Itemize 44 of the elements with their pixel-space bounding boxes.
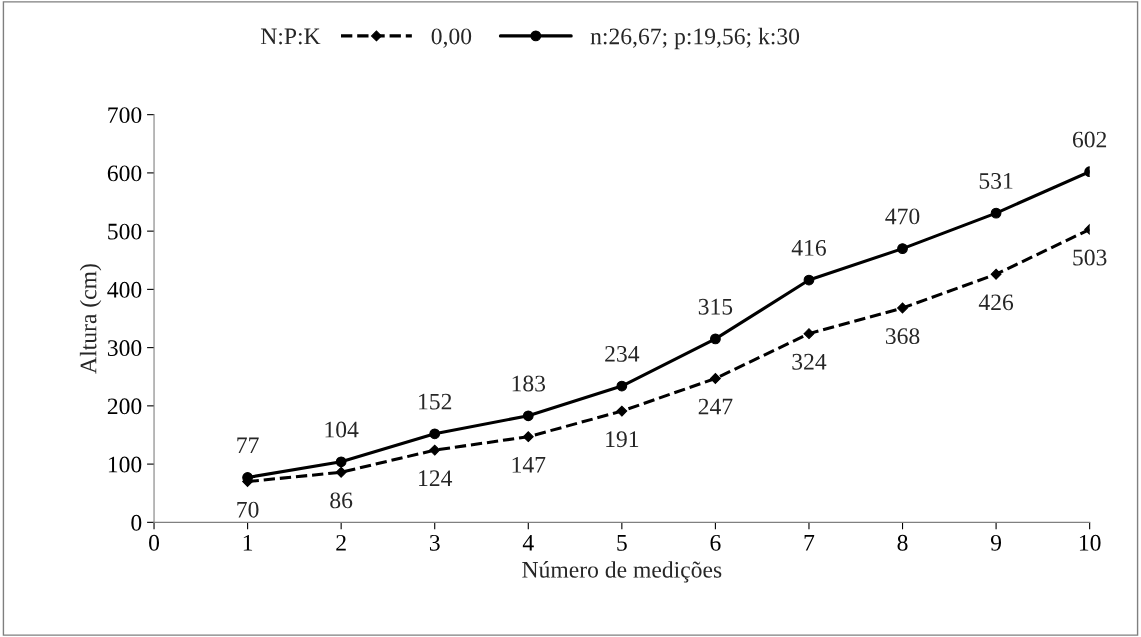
y-tick-label: 0 xyxy=(131,514,142,531)
x-tick-label: 1 xyxy=(243,534,253,551)
data-label: 77 xyxy=(237,437,259,454)
x-tick-label: 6 xyxy=(710,534,721,551)
y-tick-label: 300 xyxy=(107,340,142,357)
y-axis-title: Altura (cm) xyxy=(79,264,102,374)
data-label: 470 xyxy=(885,208,920,225)
x-tick-label: 7 xyxy=(804,535,815,551)
x-tick-label: 9 xyxy=(990,534,1002,551)
legend-title: N:P:K xyxy=(260,28,321,45)
y-tick-label: 500 xyxy=(108,223,142,240)
y-tick-label: 400 xyxy=(107,281,142,298)
data-label: 324 xyxy=(792,353,827,370)
data-label: 531 xyxy=(979,172,1013,189)
data-label: 602 xyxy=(1072,131,1107,148)
y-tick-label: 100 xyxy=(108,456,142,473)
data-label: 247 xyxy=(698,398,733,415)
data-label: 104 xyxy=(325,421,359,438)
data-label: 86 xyxy=(330,492,353,509)
y-tick-label: 600 xyxy=(107,165,142,182)
legend-label: n:26,67; p:19,56; k:30 xyxy=(590,27,800,50)
data-label: 191 xyxy=(606,431,639,448)
data-label: 315 xyxy=(698,298,733,315)
data-label: 124 xyxy=(419,470,453,486)
x-tick-label: 5 xyxy=(617,535,627,551)
x-tick-label: 4 xyxy=(522,534,534,551)
data-label: 426 xyxy=(978,294,1014,311)
data-label: 234 xyxy=(605,345,640,362)
data-label: 503 xyxy=(1073,249,1107,266)
data-label: 147 xyxy=(512,456,546,473)
x-tick-label: 8 xyxy=(897,534,908,551)
x-axis-title: Número de medições xyxy=(522,561,722,583)
data-label: 152 xyxy=(419,393,452,410)
y-tick-label: 200 xyxy=(107,398,142,415)
y-tick-label: 700 xyxy=(108,107,142,124)
legend-label: 0,00 xyxy=(431,28,472,48)
x-tick-label: 2 xyxy=(336,534,346,551)
x-tick-label: 3 xyxy=(429,534,440,551)
x-tick-label: 10 xyxy=(1079,534,1101,551)
data-label: 368 xyxy=(885,328,920,345)
data-label: 183 xyxy=(512,375,546,392)
data-label: 70 xyxy=(237,501,259,518)
x-tick-label: 0 xyxy=(149,534,160,551)
data-label: 416 xyxy=(791,239,826,256)
